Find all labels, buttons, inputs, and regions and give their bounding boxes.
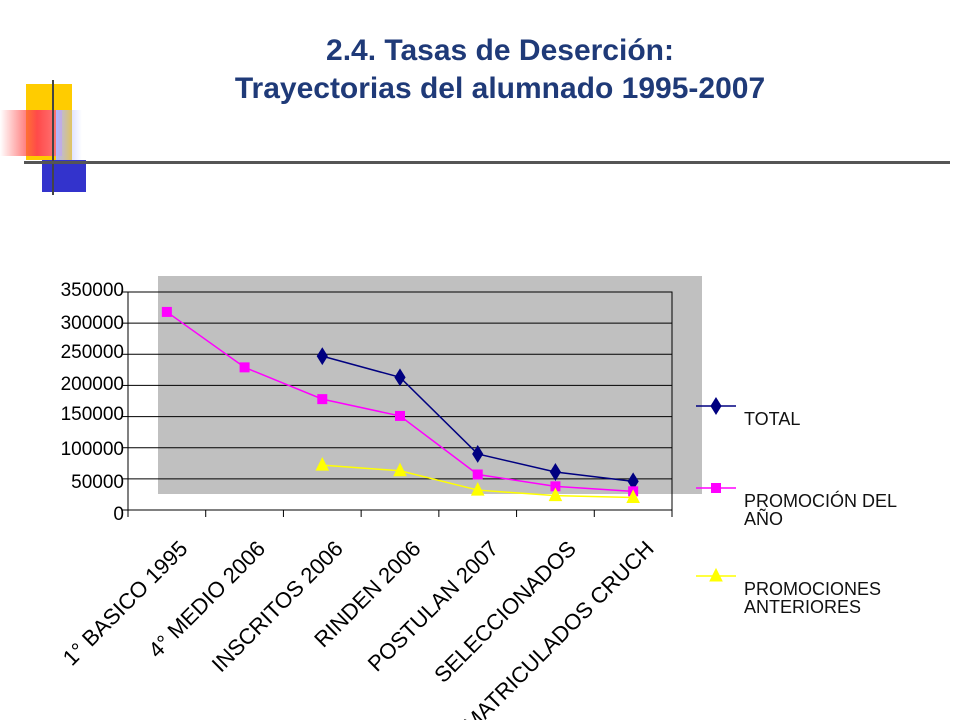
x-category-label: INSCRITOS 2006	[207, 536, 348, 677]
data-point	[472, 444, 484, 463]
blue-glow	[56, 110, 82, 160]
series-diamond	[316, 347, 639, 491]
x-category-label: POSTULAN 2007	[363, 536, 503, 676]
data-point	[317, 394, 328, 405]
data-point	[395, 410, 405, 421]
title-line-1: 2.4. Tasas de Deserción:	[326, 34, 674, 67]
y-tick-label: 350000	[61, 280, 124, 301]
vertical-rule	[52, 80, 54, 195]
legend-label: PROMOCIONES	[744, 579, 881, 599]
y-tick-label: 0	[113, 504, 124, 525]
title-line-2: Trayectorias del alumnado 1995-2007	[234, 72, 766, 105]
y-tick-label: 300000	[61, 313, 124, 334]
data-point	[711, 483, 721, 493]
corner-decoration	[0, 80, 100, 195]
data-point	[472, 469, 483, 480]
legend-label-line2: ANTERIORES	[744, 597, 861, 617]
data-point	[470, 481, 485, 496]
red-glow	[0, 110, 62, 156]
legend-entry: TOTAL	[696, 397, 800, 429]
data-point	[161, 306, 172, 317]
data-point	[239, 362, 250, 373]
data-point	[710, 397, 722, 415]
data-point	[316, 347, 328, 366]
data-point	[393, 462, 407, 477]
y-tick-label: 100000	[61, 439, 124, 460]
y-tick-label: 50000	[71, 472, 124, 493]
data-point	[549, 463, 562, 481]
data-point	[709, 567, 723, 582]
y-tick-label: 150000	[61, 404, 124, 425]
legend-label: PROMOCIÓN DEL	[744, 490, 897, 511]
x-category-label: SELECCIONADOS	[429, 536, 581, 688]
slide-title: 2.4. Tasas de Deserción: Trayectorias de…	[120, 32, 880, 108]
data-point	[550, 481, 561, 492]
legend-label: TOTAL	[744, 409, 800, 429]
horizontal-rule	[24, 161, 950, 164]
legend-label-line2: AÑO	[744, 508, 783, 529]
data-point	[394, 368, 406, 387]
data-point	[315, 457, 330, 471]
y-tick-label: 250000	[61, 342, 124, 363]
blue-square	[42, 160, 86, 192]
data-point	[548, 487, 563, 502]
series-triangle	[315, 457, 640, 504]
data-point	[626, 489, 640, 504]
y-tick-label: 200000	[61, 374, 124, 395]
